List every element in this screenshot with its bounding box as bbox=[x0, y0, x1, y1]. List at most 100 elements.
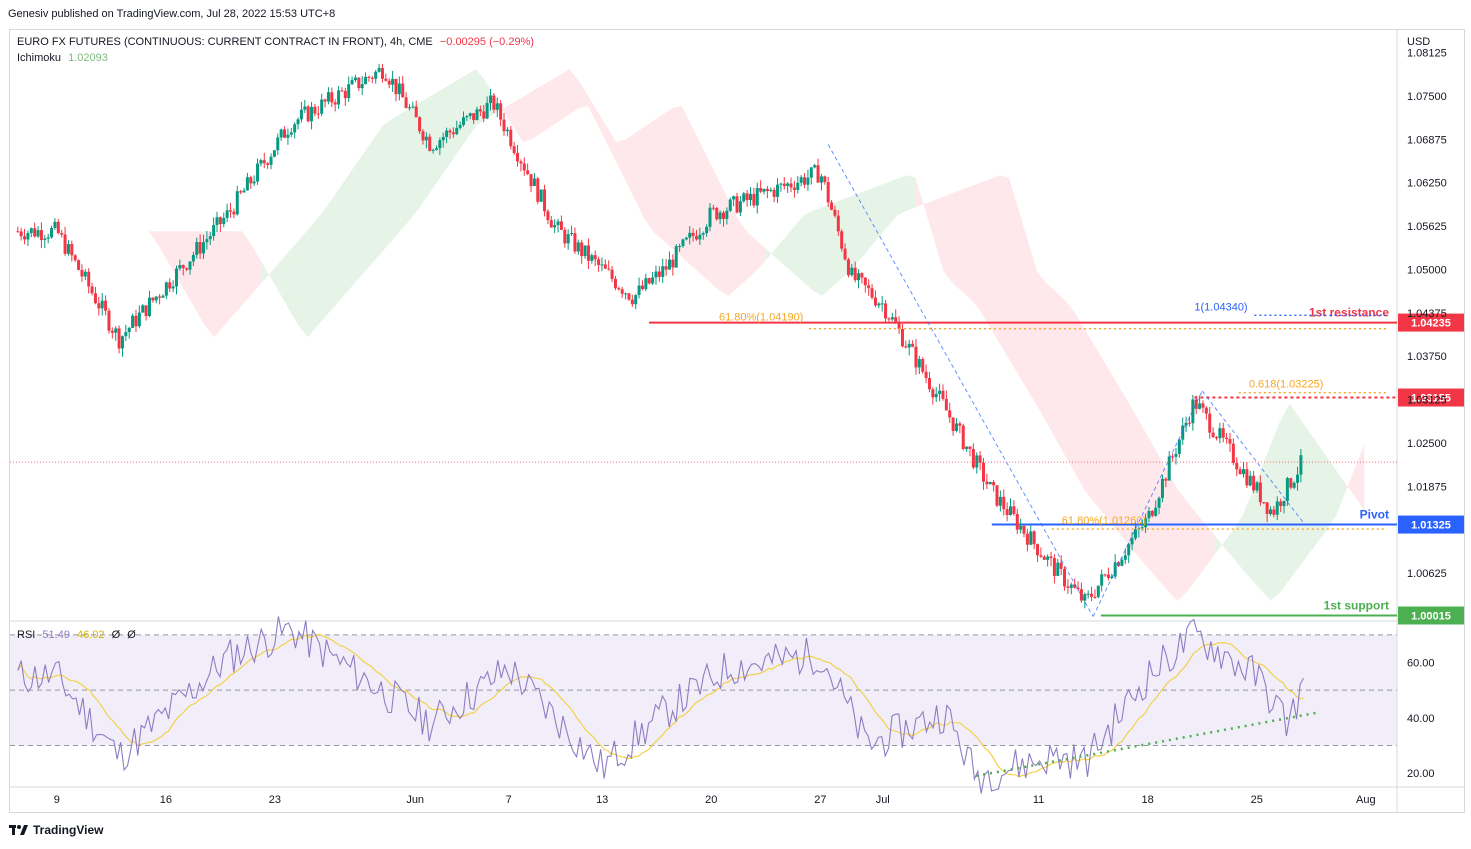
candle-body bbox=[914, 346, 918, 368]
candle-body bbox=[1208, 413, 1212, 433]
candle-body bbox=[1235, 462, 1239, 470]
candle-body bbox=[924, 371, 928, 379]
price-tick-label: 1.04375 bbox=[1407, 308, 1447, 320]
price-tick-label: 1.05000 bbox=[1407, 264, 1447, 276]
candle-body bbox=[1245, 469, 1249, 486]
cloud-segment bbox=[1055, 291, 1066, 456]
cloud-segment bbox=[1354, 444, 1365, 511]
candle-body bbox=[1032, 531, 1036, 545]
cloud-segment bbox=[644, 120, 654, 232]
candle-body bbox=[647, 278, 651, 284]
cloud-segment bbox=[1018, 208, 1028, 391]
candle-body bbox=[104, 300, 108, 311]
cloud-segment bbox=[709, 162, 720, 291]
candle-body bbox=[1133, 529, 1137, 539]
candle-body bbox=[465, 115, 469, 118]
cloud-segment bbox=[1167, 472, 1178, 601]
candle-body bbox=[384, 78, 388, 81]
candle-body bbox=[843, 248, 847, 260]
cloud-segment bbox=[1083, 327, 1094, 502]
cloud-segment bbox=[1186, 501, 1196, 593]
candle-body bbox=[789, 183, 793, 188]
candle-body bbox=[53, 221, 57, 228]
cloud-segment bbox=[335, 180, 346, 305]
cloud-segment bbox=[223, 231, 233, 327]
candle-body bbox=[330, 92, 334, 103]
symbol-legend: EURO FX FUTURES (CONTINUOUS: CURRENT CON… bbox=[17, 36, 538, 48]
candle-body bbox=[1093, 596, 1097, 598]
cloud-segment bbox=[840, 196, 850, 280]
tradingview-footer[interactable]: TradingView bbox=[9, 823, 103, 837]
cloud-segment bbox=[560, 69, 570, 121]
candle-body bbox=[917, 359, 921, 368]
candle-body bbox=[1086, 593, 1090, 595]
candle-body bbox=[873, 297, 877, 306]
cloud-segment bbox=[775, 238, 785, 266]
candle-body bbox=[880, 303, 884, 305]
candle-body bbox=[1036, 544, 1040, 556]
candle-body bbox=[586, 245, 590, 261]
level-price-text: 1.03155 bbox=[1411, 393, 1451, 405]
candle-body bbox=[438, 140, 442, 149]
candle-body bbox=[907, 343, 911, 348]
candle-body bbox=[272, 150, 276, 157]
candle-body bbox=[316, 113, 320, 115]
level-price-tag bbox=[1398, 313, 1464, 332]
level-price-tag bbox=[1398, 388, 1464, 407]
candle-body bbox=[1056, 562, 1060, 576]
candle-body bbox=[320, 99, 324, 114]
candle-body bbox=[813, 165, 817, 168]
rsi-extra-2: Ø bbox=[127, 629, 136, 641]
candle-body bbox=[472, 113, 476, 121]
cloud-segment bbox=[251, 244, 261, 295]
candle-body bbox=[806, 177, 810, 185]
price-tick-label: 1.06875 bbox=[1407, 134, 1447, 146]
price-tick-label: 1.02500 bbox=[1407, 438, 1447, 450]
candle-body bbox=[1083, 594, 1087, 601]
candle-body bbox=[43, 238, 47, 241]
candle-body bbox=[654, 271, 658, 278]
candle-body bbox=[884, 303, 888, 319]
candle-series bbox=[10, 63, 1397, 609]
level-price-text: 1.01325 bbox=[1411, 520, 1451, 532]
candle-body bbox=[1231, 443, 1235, 463]
candle-body bbox=[63, 234, 67, 254]
candle-body bbox=[90, 286, 94, 294]
rsi-legend[interactable]: RSI 51.49 46.02 Ø Ø bbox=[17, 629, 140, 641]
candle-body bbox=[39, 230, 43, 241]
candle-body bbox=[323, 99, 327, 102]
candle-body bbox=[1012, 506, 1016, 514]
candle-body bbox=[627, 293, 631, 300]
cloud-segment bbox=[1233, 515, 1243, 570]
price-tick-label: 1.01875 bbox=[1407, 481, 1447, 493]
indicator-legend[interactable]: Ichimoku 1.02093 bbox=[17, 52, 112, 64]
cloud-segment bbox=[1224, 529, 1234, 559]
candle-body bbox=[721, 212, 725, 219]
candle-body bbox=[1265, 502, 1269, 514]
candle-body bbox=[407, 107, 411, 109]
cloud-segment bbox=[952, 189, 963, 292]
candle-body bbox=[701, 233, 705, 235]
candle-body bbox=[1262, 502, 1266, 504]
candle-body bbox=[1066, 586, 1070, 588]
candle-body bbox=[212, 225, 216, 237]
candle-body bbox=[448, 130, 452, 133]
candle-body bbox=[370, 77, 374, 79]
candle-body bbox=[904, 346, 908, 348]
candle-body bbox=[543, 189, 547, 212]
cloud-segment bbox=[1317, 443, 1327, 543]
cloud-segment bbox=[597, 111, 607, 144]
level-label: 1st resistance bbox=[1309, 306, 1389, 320]
candle-body bbox=[664, 266, 668, 270]
candle-body bbox=[401, 83, 405, 98]
cloud-segment bbox=[765, 248, 776, 261]
candle-body bbox=[954, 423, 958, 431]
candle-body bbox=[911, 343, 915, 347]
candle-body bbox=[634, 294, 638, 305]
candle-body bbox=[536, 178, 540, 202]
candle-body bbox=[468, 113, 472, 116]
cloud-segment bbox=[326, 193, 336, 316]
cloud-segment bbox=[401, 107, 411, 231]
candle-body bbox=[110, 330, 114, 333]
